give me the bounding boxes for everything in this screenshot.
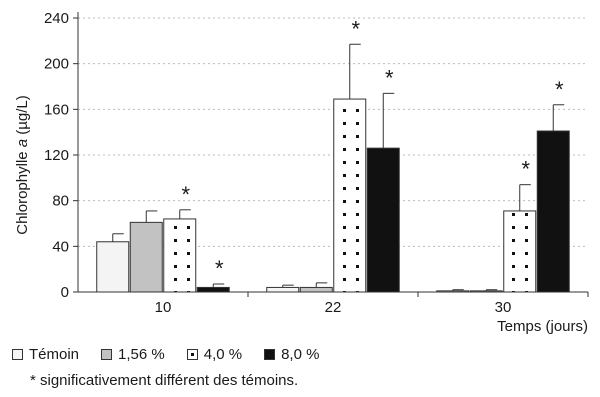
significance-star: *: [555, 77, 564, 102]
bars: * * * * * *: [96, 16, 570, 293]
bar: [299, 286, 333, 293]
significance-star: *: [521, 157, 530, 182]
x-tick-label: 22: [325, 299, 342, 316]
x-axis-title: Temps (jours): [497, 318, 588, 335]
legend-swatch-1-56: [101, 348, 113, 360]
bar: [503, 210, 537, 293]
legend: Témoin 1,56 % 4,0 % 8,0 %: [12, 343, 341, 365]
y-tick-label: 200: [44, 56, 69, 73]
legend-label-4-0: 4,0 %: [203, 345, 243, 363]
y-tick-label: 40: [52, 238, 69, 255]
legend-swatch-temoin: [12, 348, 23, 360]
legend-item-1-56: 1,56 %: [101, 346, 165, 363]
y-tick-label: 160: [44, 101, 69, 118]
legend-swatch-4-0: [186, 348, 198, 360]
y-tick-label: 240: [44, 10, 69, 27]
x-tick-labels: 10 22 30: [155, 292, 589, 316]
y-tick-label: 0: [61, 284, 69, 301]
legend-item-temoin: Témoin: [12, 346, 79, 363]
significance-star: *: [181, 182, 190, 207]
significance-star: *: [385, 65, 394, 90]
legend-label-temoin: Témoin: [29, 345, 80, 363]
bar: [163, 218, 197, 293]
y-tick-label: 80: [52, 193, 69, 210]
bar: [96, 241, 130, 293]
chart: * * * * * * 0 40 80 120 160 200 240 10 22 30 Chloroph…: [14, 10, 589, 335]
significance-star: *: [351, 16, 360, 41]
x-tick-label: 30: [495, 299, 512, 316]
legend-item-4-0: 4,0 %: [186, 345, 243, 363]
bar: [366, 147, 400, 293]
bar: [266, 286, 300, 293]
y-axis-title: Chlorophylle a (µg/L): [14, 95, 31, 235]
legend-label-8-0: 8,0 %: [281, 345, 320, 363]
x-tick-label: 10: [155, 299, 172, 316]
bar: [333, 98, 367, 293]
significance-star: *: [215, 256, 224, 281]
legend-label-1-56: 1,56 %: [118, 345, 165, 363]
y-tick-label: 120: [44, 147, 69, 164]
bar: [129, 221, 163, 293]
grid-lines: [78, 17, 588, 247]
bar: [196, 286, 230, 293]
y-tick-labels: 0 40 80 120 160 200 240: [44, 10, 78, 301]
legend-swatch-8-0: [264, 348, 276, 360]
footnote: * significativement différent des témoin…: [30, 372, 299, 389]
axes: [77, 12, 588, 293]
legend-item-8-0: 8,0 %: [264, 346, 319, 363]
bar: [536, 130, 570, 293]
